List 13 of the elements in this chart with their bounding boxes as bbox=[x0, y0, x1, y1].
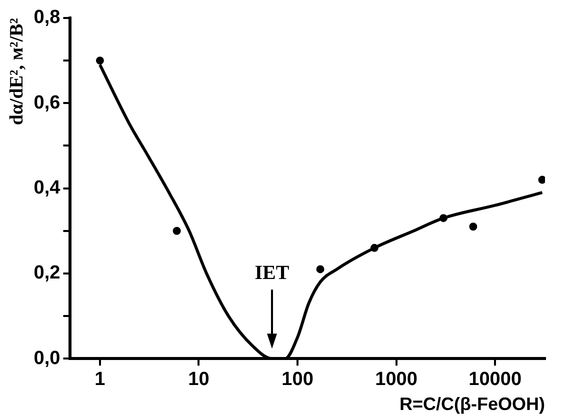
x-tick-label: 10 bbox=[188, 369, 210, 390]
annotation: IET bbox=[254, 262, 290, 284]
y-tick-label: 0,8 bbox=[34, 7, 60, 28]
x-tick-label: 1 bbox=[94, 369, 106, 390]
y-tick-label: 0,2 bbox=[34, 262, 60, 284]
x-tick-label: 100 bbox=[282, 369, 314, 390]
y-tick-label: 0,0 bbox=[34, 348, 60, 369]
x-tick-label: 10000 bbox=[468, 369, 522, 390]
y-tick-label: 0,4 bbox=[34, 178, 61, 199]
y-tick-label: 0,6 bbox=[34, 92, 60, 114]
x-axis-title: R=C/C(β-FeOOH) bbox=[400, 394, 545, 414]
y-axis-title: dα/dE², м²/В² bbox=[6, 18, 28, 126]
x-tick-label: 1000 bbox=[375, 369, 418, 390]
